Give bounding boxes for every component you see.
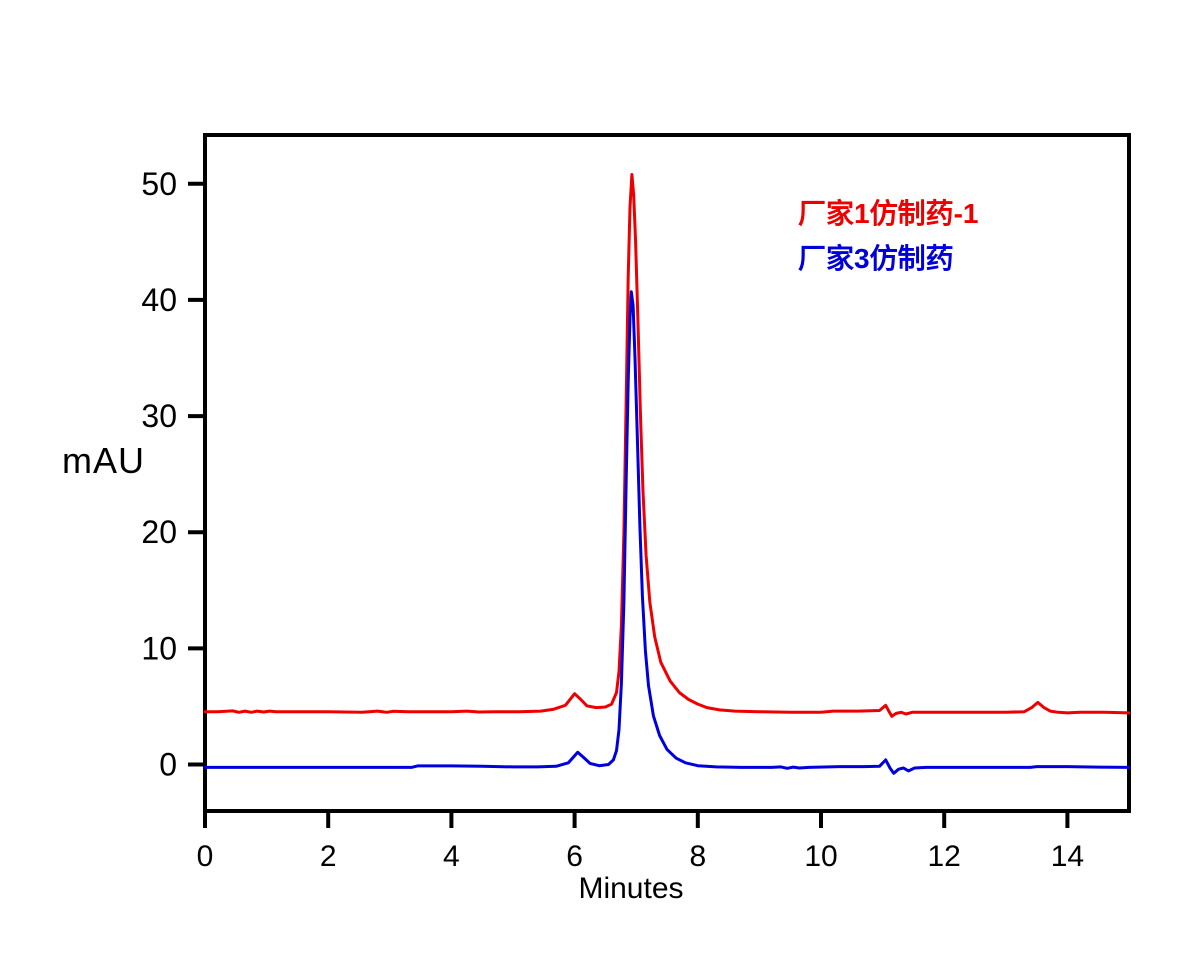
legend-series-red: 厂家1仿制药-1: [798, 198, 979, 229]
x-tick-label: 12: [928, 840, 961, 873]
x-tick-label: 2: [320, 840, 337, 873]
y-tick-label: 20: [141, 514, 177, 550]
x-tick-label: 10: [804, 840, 837, 873]
x-tick-label: 4: [443, 840, 460, 873]
y-tick-label: 0: [159, 747, 177, 783]
plot-box: [203, 133, 1131, 813]
x-tick-label: 0: [197, 840, 214, 873]
x-tick-label: 6: [566, 840, 583, 873]
x-tick-label: 8: [689, 840, 706, 873]
x-axis-title: Minutes: [578, 872, 684, 905]
x-tick-label: 14: [1051, 840, 1084, 873]
y-tick-label: 50: [141, 166, 177, 202]
y-tick-label: 10: [141, 630, 177, 666]
y-tick-label: 40: [141, 282, 177, 318]
trace-1: [203, 290, 1131, 775]
y-tick-label: 30: [141, 398, 177, 434]
trace-0: [203, 173, 1131, 718]
y-axis-title: mAU: [62, 440, 145, 481]
legend: 厂家1仿制药-1 厂家3仿制药: [798, 200, 978, 290]
legend-series-blue: 厂家3仿制药: [798, 243, 954, 274]
